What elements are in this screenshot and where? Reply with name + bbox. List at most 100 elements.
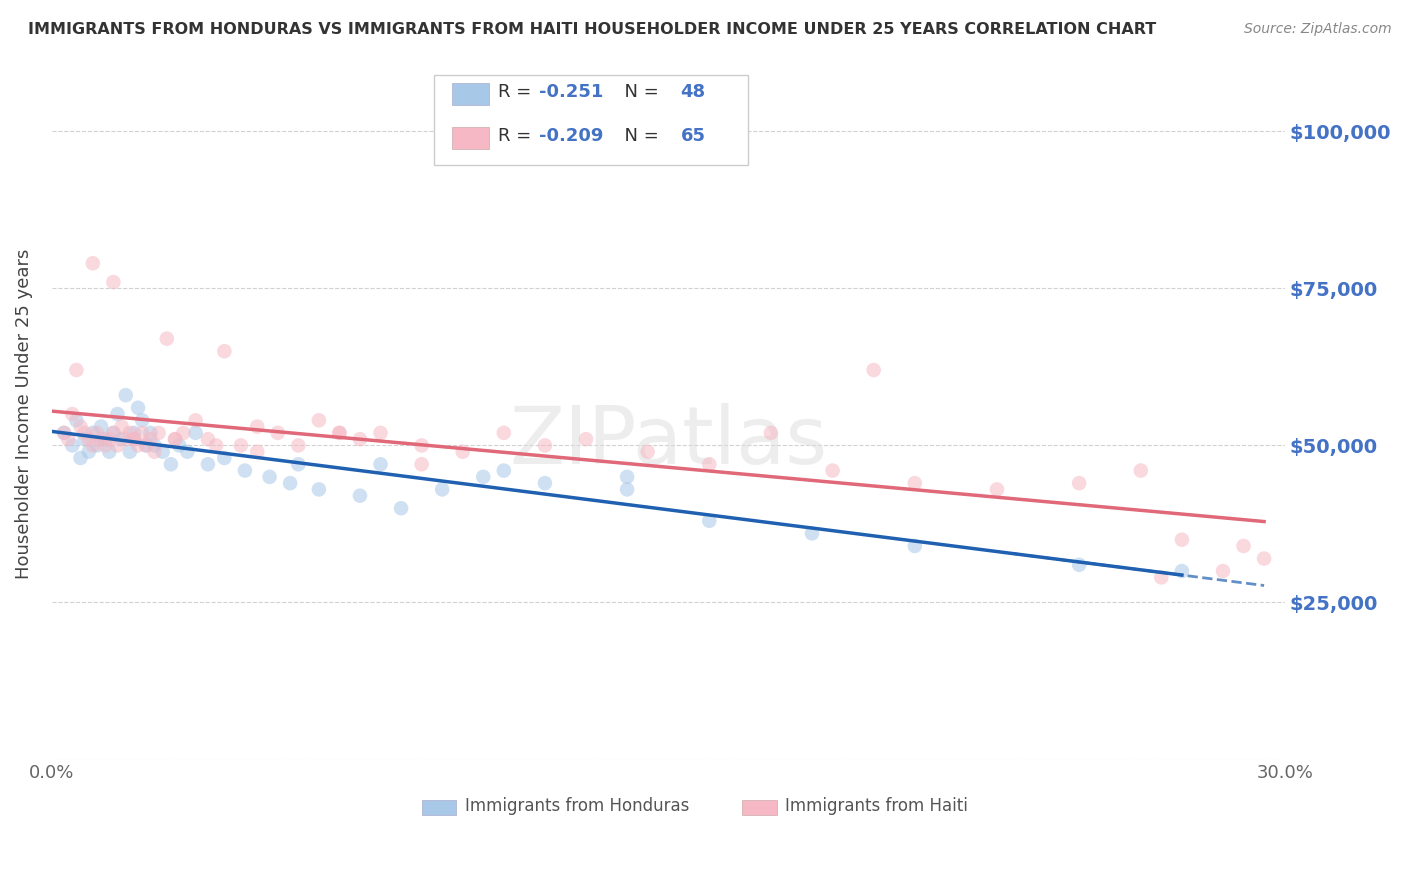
Point (986, 483, 1008, 497)
Point (534, 476, 557, 491)
Text: 48: 48 (681, 83, 706, 101)
Point (492, 464, 515, 478)
Point (122, 432, 145, 446)
Point (637, 444, 659, 458)
Point (139, 432, 162, 446)
Point (82, 425, 104, 440)
Point (472, 470, 495, 484)
Text: Immigrants from Haiti: Immigrants from Haiti (786, 797, 969, 814)
Point (167, 438, 190, 452)
Point (575, 432, 598, 446)
Point (534, 438, 557, 452)
Point (176, 444, 198, 458)
Point (160, 458, 183, 472)
Point (73, 432, 96, 446)
Point (122, 425, 145, 440)
Point (287, 458, 309, 472)
Point (143, 438, 166, 452)
Point (411, 458, 433, 472)
Point (118, 444, 141, 458)
Point (349, 489, 371, 503)
Point (172, 425, 194, 440)
Point (205, 438, 228, 452)
Point (1171, 533, 1194, 547)
Point (110, 432, 132, 446)
Point (259, 470, 281, 484)
Point (163, 432, 186, 446)
Point (90, 432, 112, 446)
Point (152, 444, 174, 458)
Point (69, 450, 91, 465)
Text: 65: 65 (681, 128, 706, 145)
Text: R =: R = (498, 83, 537, 101)
Point (114, 432, 136, 446)
Text: N =: N = (613, 83, 664, 101)
Point (107, 407, 129, 421)
Point (1232, 539, 1254, 553)
Point (1069, 558, 1091, 572)
Point (60, 407, 83, 421)
Point (1171, 564, 1194, 578)
Point (53, 425, 76, 440)
Point (267, 425, 290, 440)
Point (697, 458, 720, 472)
Point (246, 444, 269, 458)
Point (862, 363, 884, 377)
Text: Immigrants from Honduras: Immigrants from Honduras (465, 797, 689, 814)
FancyBboxPatch shape (434, 76, 748, 165)
Point (53, 425, 76, 440)
Point (1253, 551, 1275, 566)
Point (148, 425, 170, 440)
Point (135, 438, 157, 452)
Point (139, 425, 162, 440)
Point (60, 438, 83, 452)
Point (110, 419, 132, 434)
Point (370, 458, 392, 472)
Text: -0.251: -0.251 (538, 83, 603, 101)
Point (127, 401, 149, 415)
Point (328, 425, 350, 440)
Point (214, 344, 236, 359)
Point (214, 450, 236, 465)
Point (156, 332, 179, 346)
Point (801, 526, 824, 541)
Point (370, 425, 392, 440)
Point (107, 438, 129, 452)
Point (94, 438, 117, 452)
Y-axis label: Householder Income Under 25 years: Householder Income Under 25 years (15, 249, 32, 579)
FancyBboxPatch shape (742, 799, 776, 814)
Point (246, 419, 269, 434)
Point (451, 444, 474, 458)
FancyBboxPatch shape (453, 128, 489, 149)
Point (77, 432, 100, 446)
Point (103, 425, 125, 440)
Point (131, 425, 153, 440)
Point (1150, 570, 1173, 584)
Point (56, 432, 79, 446)
Point (287, 438, 309, 452)
Point (308, 413, 330, 427)
Point (184, 413, 207, 427)
Point (616, 483, 638, 497)
Point (131, 413, 153, 427)
Point (90, 419, 112, 434)
Point (122, 432, 145, 446)
Point (163, 432, 186, 446)
Text: R =: R = (498, 128, 537, 145)
Point (904, 539, 927, 553)
Point (229, 438, 252, 452)
Point (82, 256, 104, 270)
FancyBboxPatch shape (453, 83, 489, 105)
Text: Source: ZipAtlas.com: Source: ZipAtlas.com (1244, 22, 1392, 37)
Point (94, 432, 117, 446)
Text: N =: N = (613, 128, 664, 145)
Point (98, 432, 121, 446)
Point (184, 425, 207, 440)
Point (308, 483, 330, 497)
Point (103, 275, 125, 289)
Point (616, 470, 638, 484)
Point (389, 501, 412, 516)
Text: -0.209: -0.209 (538, 128, 603, 145)
Point (82, 438, 104, 452)
FancyBboxPatch shape (422, 799, 456, 814)
